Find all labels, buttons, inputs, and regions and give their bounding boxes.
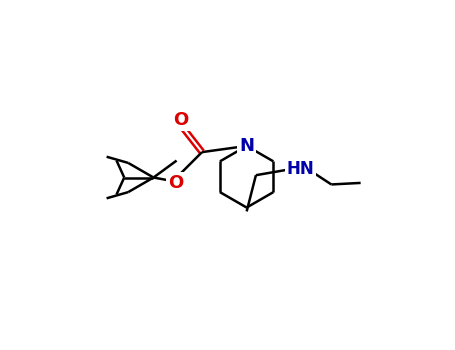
Text: N: N — [239, 137, 254, 155]
Text: O: O — [174, 111, 189, 129]
Text: O: O — [168, 174, 183, 192]
Text: HN: HN — [287, 160, 314, 178]
